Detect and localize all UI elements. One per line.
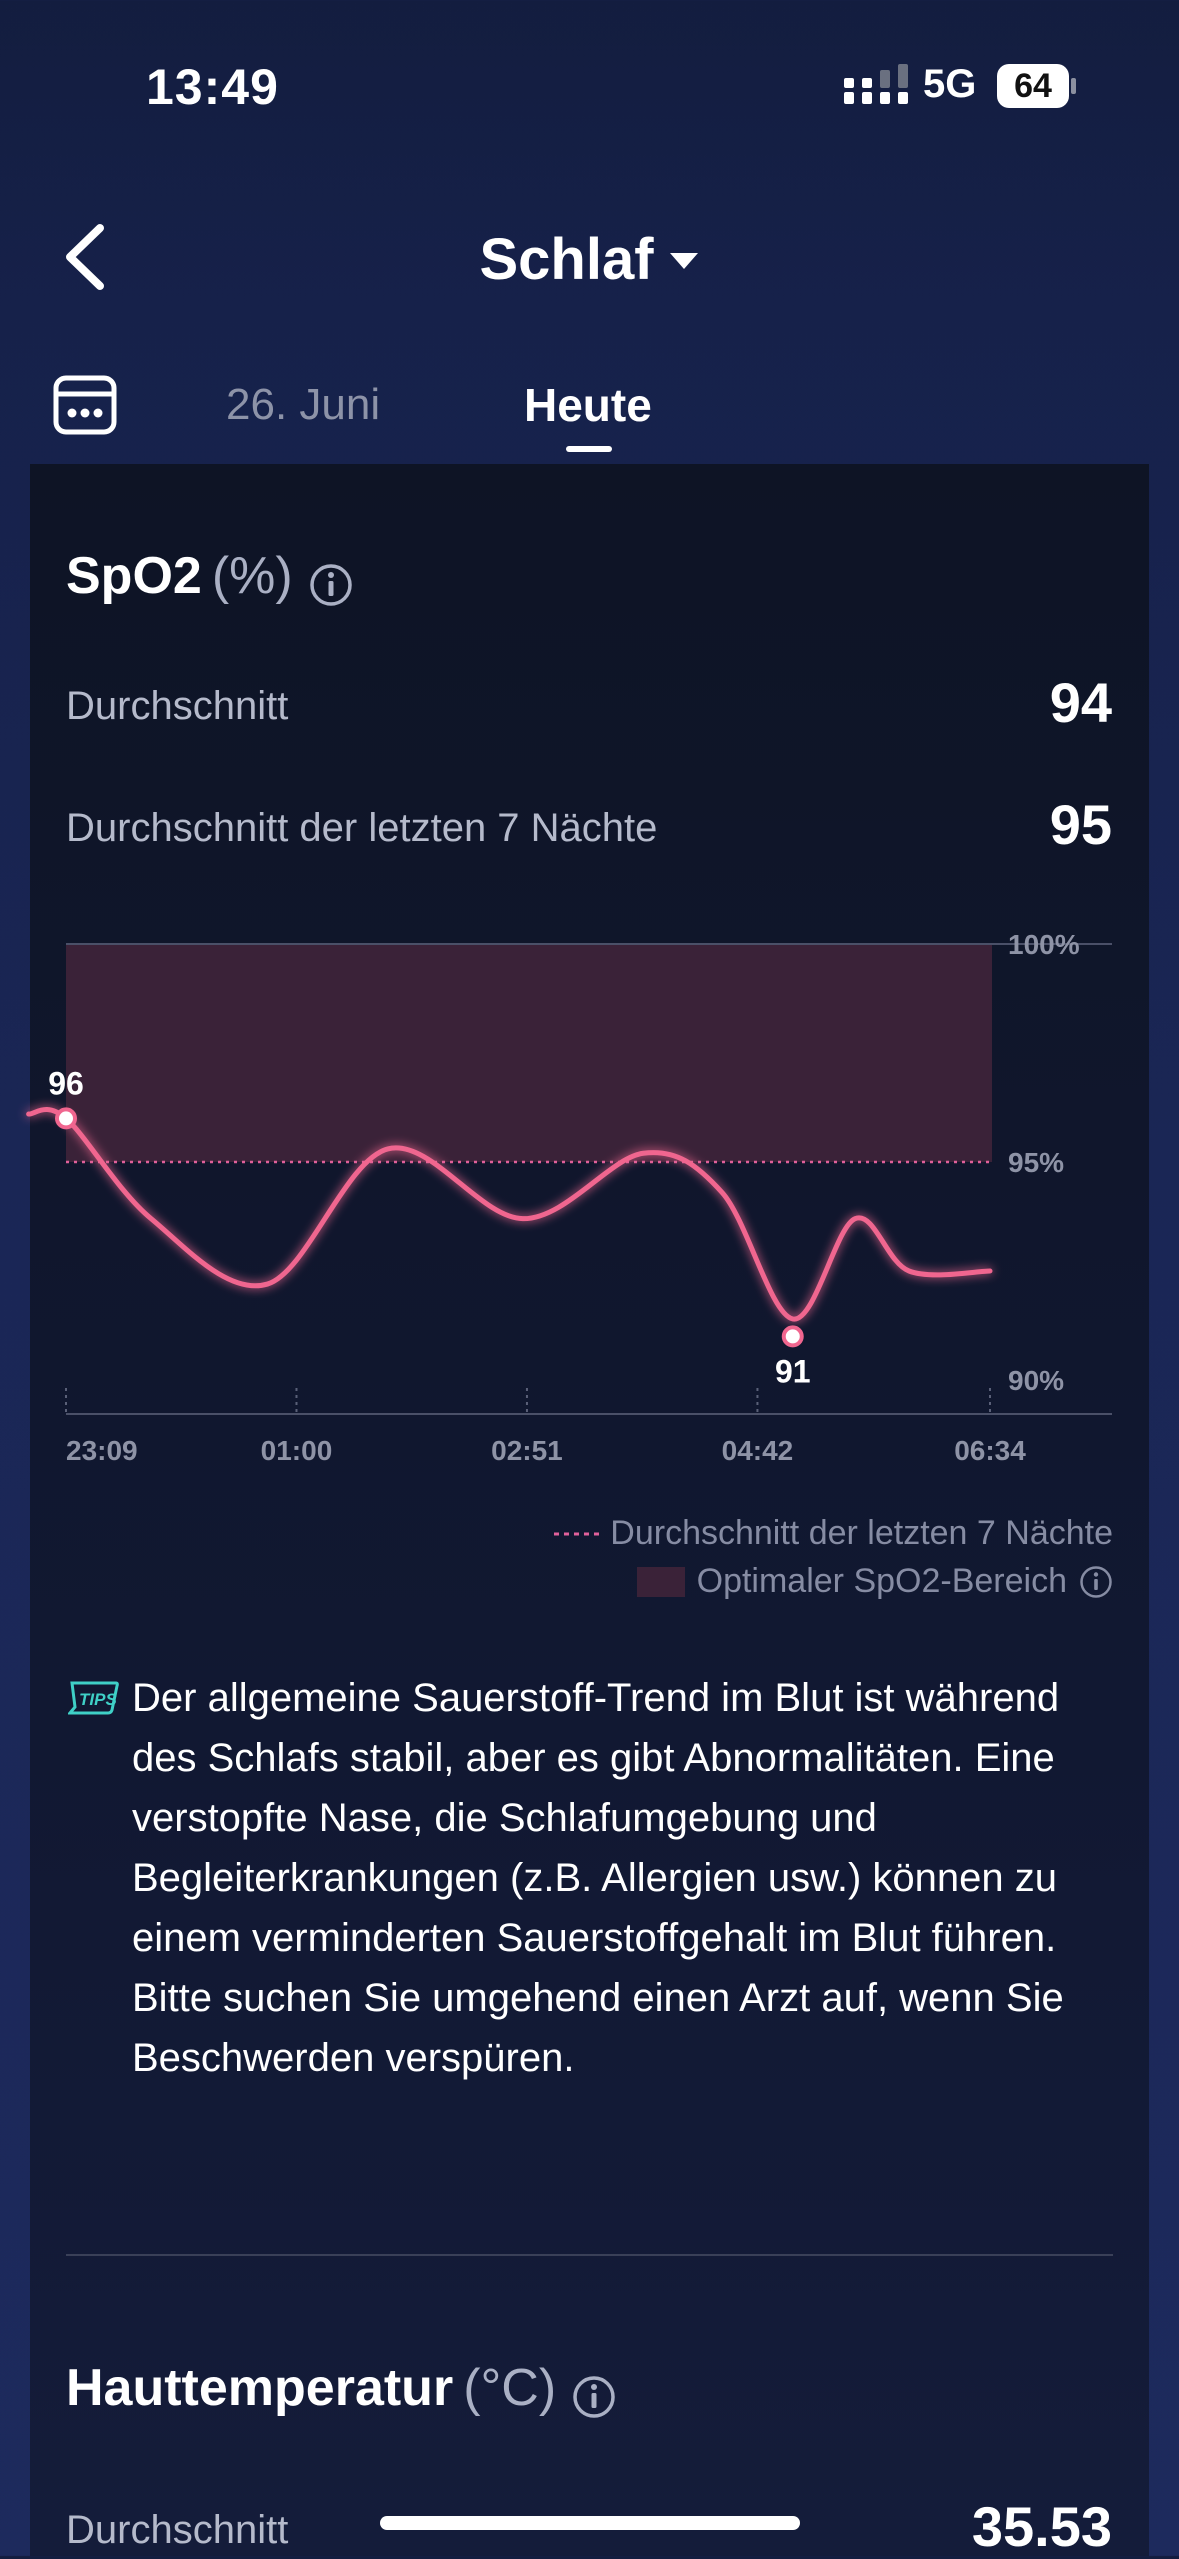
spo2-unit: (%) (211, 547, 293, 605)
tab-active-indicator (566, 446, 612, 452)
optimal-range-swatch (636, 1566, 685, 1597)
x-tick-label: 01:00 (261, 1435, 333, 1466)
tips-icon: TIPS (68, 1681, 119, 1715)
skin-temp-title: Hauttemperatur (66, 2359, 454, 2417)
page-title-dropdown[interactable]: Schlaf (0, 226, 1179, 293)
home-indicator-bar (380, 2516, 800, 2530)
legend-avg7-label: Durchschnitt der letzten 7 Nächte (610, 1514, 1113, 1552)
spo2-chart: 23:09 01:00 02:51 04:42 06:34 100% 95% 90% 96 91 (26, 929, 1112, 1466)
network-type: 5G (923, 62, 977, 106)
spo2-7night-average-label: Durchschnitt der letzten 7 Nächte (66, 806, 658, 850)
x-tick-label: 06:34 (954, 1435, 1026, 1466)
legend-optimal-label: Optimaler SpO2-Bereich (696, 1562, 1067, 1600)
y-tick-label: 95% (1008, 1147, 1064, 1178)
battery-icon: 64 (997, 64, 1077, 108)
spo2-average-value: 94 (1049, 671, 1112, 734)
calendar-icon[interactable] (52, 372, 118, 438)
back-arrow-icon[interactable] (58, 222, 112, 292)
skin-temp-average-label: Durchschnitt (66, 2508, 289, 2552)
dotted-line-legend-icon (554, 1532, 601, 1535)
info-icon[interactable] (572, 2375, 616, 2419)
y-tick-label: 90% (1008, 1365, 1064, 1396)
tab-today[interactable]: Heute (524, 379, 652, 431)
spo2-series-line (26, 1107, 993, 1322)
spo2-average-label: Durchschnitt (66, 684, 289, 728)
skin-temp-unit: (°C) (463, 2359, 557, 2417)
spo2-title: SpO2 (66, 547, 202, 605)
info-icon[interactable] (1079, 1565, 1113, 1599)
skin-temp-heading: Hauttemperatur (°C) (66, 2358, 616, 2419)
min-point-marker (781, 1325, 804, 1348)
legend-optimal-range: Optimaler SpO2-Bereich (636, 1562, 1113, 1601)
status-time: 13:49 (146, 59, 279, 115)
sleep-details-card (30, 464, 1149, 2556)
info-icon[interactable] (309, 563, 353, 607)
x-tick-label: 23:09 (66, 1435, 138, 1466)
max-point-marker (55, 1107, 77, 1130)
battery-level: 64 (1014, 67, 1052, 105)
y-tick-label: 100% (1008, 929, 1080, 960)
legend-avg7: Durchschnitt der letzten 7 Nächte (552, 1514, 1113, 1553)
skin-temp-average-value: 35.53 (971, 2495, 1112, 2558)
min-point-label: 91 (775, 1353, 811, 1389)
spo2-heading: SpO2 (%) (66, 546, 353, 607)
tab-previous-date[interactable]: 26. Juni (226, 380, 381, 429)
signal-icon (844, 64, 908, 104)
spo2-7night-average-value: 95 (1049, 793, 1112, 856)
x-tick-label: 04:42 (722, 1435, 794, 1466)
x-tick-label: 02:51 (491, 1435, 563, 1466)
section-divider (66, 2254, 1113, 2256)
svg-text:TIPS: TIPS (79, 1690, 117, 1709)
spo2-tip-text: Der allgemeine Sauerstoff-Trend im Blut … (132, 1676, 1064, 2080)
optimal-range-band (66, 944, 992, 1162)
caret-down-icon (669, 252, 698, 269)
max-point-label: 96 (48, 1065, 84, 1101)
page-title: Schlaf (479, 227, 654, 292)
